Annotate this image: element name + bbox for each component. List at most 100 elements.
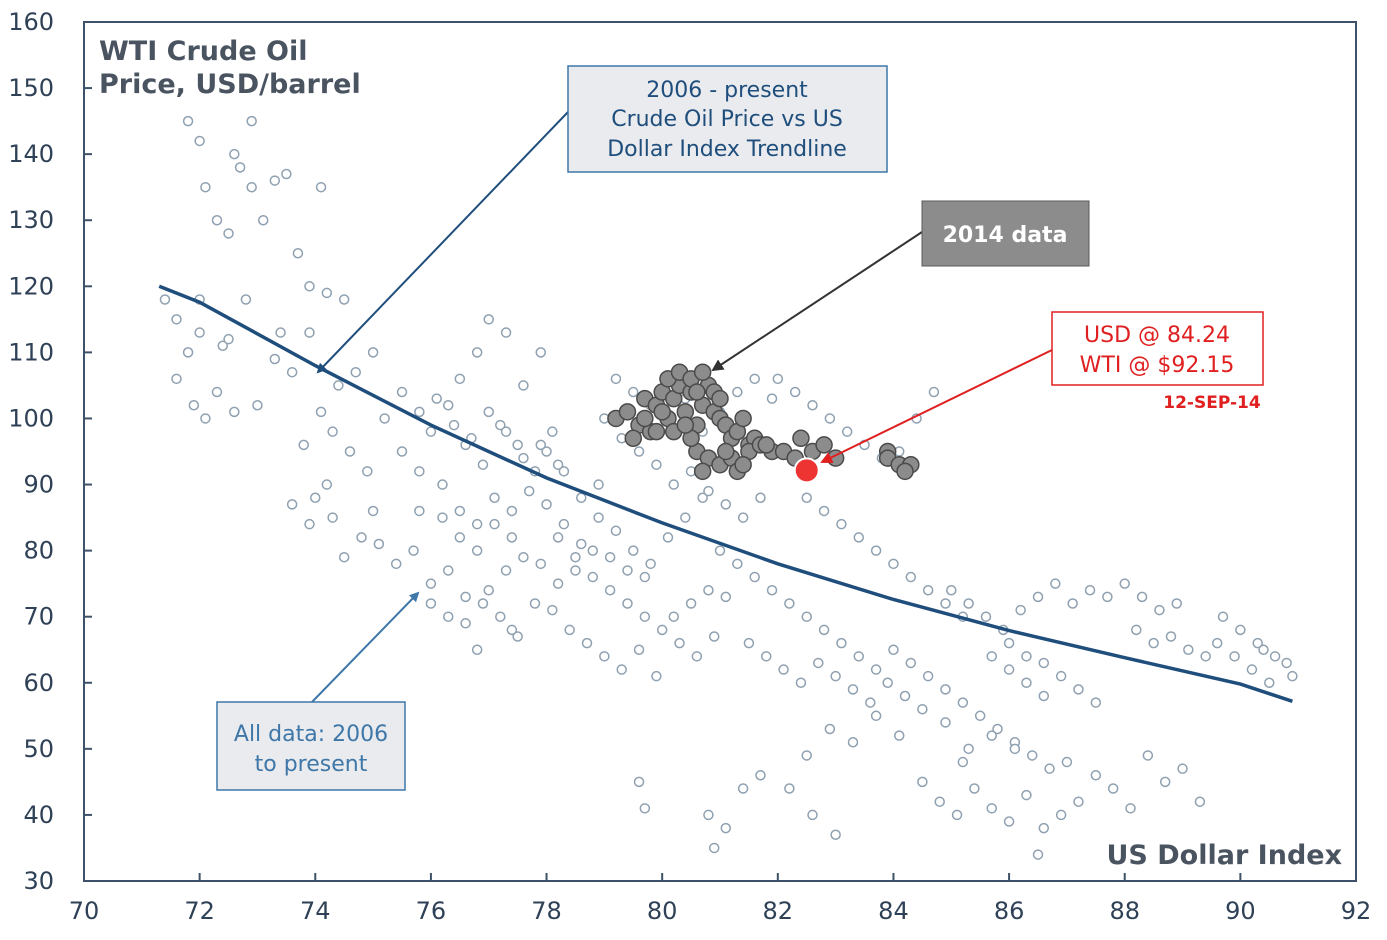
x-tick-label: 86 bbox=[994, 897, 1025, 925]
data-2014-callout: 2014 data bbox=[711, 200, 1090, 372]
data-point bbox=[1032, 849, 1044, 860]
data-point bbox=[922, 585, 934, 596]
data-point bbox=[847, 684, 859, 695]
data-point bbox=[257, 214, 269, 226]
data-point bbox=[431, 393, 442, 404]
data-point bbox=[211, 386, 223, 398]
y-axis-title-line1: WTI Crude Oil bbox=[99, 36, 308, 67]
data-point bbox=[703, 585, 714, 596]
data-point bbox=[286, 366, 298, 378]
data-point bbox=[373, 538, 385, 550]
y-axis-title-line2: Price, USD/barrel bbox=[99, 69, 361, 100]
y-tick-label: 110 bbox=[8, 338, 54, 366]
current-value-wti: WTI @ $92.15 bbox=[1080, 353, 1235, 378]
data-point bbox=[327, 426, 338, 437]
data-point bbox=[506, 532, 518, 543]
data-point bbox=[651, 670, 662, 682]
data-point bbox=[963, 598, 974, 609]
data-point bbox=[1003, 637, 1015, 649]
data-point bbox=[1194, 796, 1206, 807]
y-tick-label: 60 bbox=[23, 669, 54, 697]
trendline-callout-box bbox=[567, 65, 888, 173]
data-point bbox=[471, 347, 483, 358]
data-point bbox=[795, 677, 807, 689]
data-point bbox=[356, 532, 367, 543]
data-point bbox=[575, 492, 587, 504]
data-point bbox=[668, 479, 679, 490]
data-point bbox=[870, 710, 882, 722]
data-point bbox=[974, 710, 986, 722]
x-tick-label: 80 bbox=[647, 897, 678, 925]
data-point bbox=[969, 783, 980, 794]
data-point bbox=[1021, 651, 1032, 662]
data-point bbox=[714, 545, 726, 556]
data-point bbox=[443, 399, 454, 411]
data-point bbox=[286, 499, 298, 510]
data-point bbox=[408, 545, 419, 556]
data-point bbox=[593, 512, 604, 523]
x-tick-label: 76 bbox=[416, 897, 447, 925]
data-point bbox=[321, 287, 333, 299]
data-point-2014 bbox=[734, 455, 752, 474]
data-point bbox=[471, 518, 483, 530]
data-2014-callout-box bbox=[921, 200, 1090, 267]
data-point bbox=[882, 677, 893, 689]
data-point bbox=[321, 479, 333, 490]
data-point bbox=[824, 413, 836, 424]
x-tick-label: 92 bbox=[1341, 897, 1372, 925]
data-point bbox=[1269, 651, 1281, 662]
data-point bbox=[847, 736, 859, 748]
data-point bbox=[604, 585, 616, 596]
data-point bbox=[587, 571, 599, 583]
y-tick-label: 50 bbox=[23, 735, 54, 763]
data-point bbox=[628, 386, 639, 398]
data-point bbox=[830, 829, 841, 840]
data-point bbox=[315, 406, 327, 418]
data-point bbox=[986, 803, 997, 814]
data-point-2014 bbox=[711, 389, 729, 408]
data-point bbox=[298, 439, 309, 451]
all-data-callout-line2: to present bbox=[255, 752, 368, 777]
data-point bbox=[1044, 763, 1055, 774]
data-point bbox=[1287, 670, 1298, 682]
data-point bbox=[639, 571, 651, 583]
data-point bbox=[789, 386, 801, 398]
data-point bbox=[552, 459, 564, 470]
data-point bbox=[870, 545, 882, 556]
data-point-2014 bbox=[693, 363, 712, 381]
data-point bbox=[645, 558, 656, 570]
y-tick-label: 30 bbox=[23, 867, 54, 895]
data-point bbox=[1038, 690, 1050, 702]
data-point bbox=[182, 347, 194, 358]
data-point bbox=[518, 551, 529, 563]
data-point bbox=[477, 459, 489, 470]
current-value-date: 12-SEP-14 bbox=[1163, 393, 1261, 413]
data-point bbox=[616, 664, 627, 675]
data-point bbox=[1061, 756, 1073, 768]
data-point bbox=[1177, 763, 1188, 774]
x-tick-label: 84 bbox=[878, 897, 909, 925]
data-point bbox=[564, 624, 575, 636]
data-point bbox=[454, 532, 466, 543]
all-data-callout-line1: All data: 2006 bbox=[234, 722, 388, 747]
data-point-2014 bbox=[676, 416, 695, 434]
data-point bbox=[304, 281, 315, 292]
data-point bbox=[1264, 677, 1275, 689]
data-point bbox=[917, 703, 928, 715]
data-point bbox=[841, 426, 853, 437]
data-point bbox=[448, 419, 460, 431]
data-point bbox=[1200, 651, 1211, 662]
data-point bbox=[622, 565, 633, 576]
data-point bbox=[471, 644, 483, 655]
data-point bbox=[801, 611, 812, 622]
trendline-callout-line1: 2006 - present bbox=[646, 78, 808, 103]
data-point bbox=[523, 485, 535, 497]
data-point bbox=[668, 611, 679, 622]
data-point bbox=[159, 294, 171, 305]
data-point bbox=[529, 598, 541, 609]
data-point bbox=[1055, 670, 1067, 682]
data-point bbox=[512, 439, 523, 451]
data-point bbox=[836, 637, 847, 649]
data-point bbox=[1003, 664, 1015, 675]
